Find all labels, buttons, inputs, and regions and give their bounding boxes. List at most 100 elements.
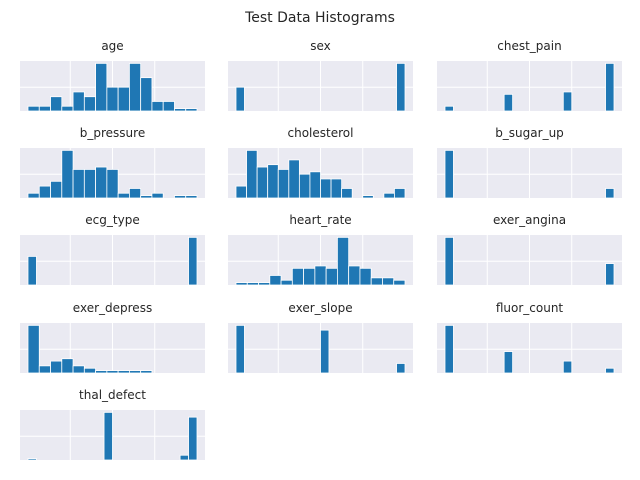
panel-title: exer_angina: [493, 213, 566, 227]
histogram-bar: [269, 275, 282, 286]
histogram-bar: [277, 169, 290, 199]
histogram-bar: [325, 267, 338, 286]
panel-title: cholesterol: [288, 126, 354, 140]
histogram-bar: [106, 169, 119, 199]
histogram-bar: [383, 192, 395, 199]
histogram-bar: [140, 370, 153, 374]
histogram-panel-cholesterol: cholesterol: [228, 126, 413, 199]
histogram-bar: [444, 149, 454, 199]
histogram-bar: [140, 77, 153, 112]
histogram-bar: [72, 169, 85, 199]
histogram-panel-ecg_type: ecg_type: [20, 213, 205, 286]
histogram-panel-heart_rate: heart_rate: [228, 213, 413, 286]
histogram-bar: [235, 86, 245, 112]
histogram-bar: [38, 185, 51, 199]
histogram-bar: [50, 360, 63, 374]
histogram-bar: [348, 265, 361, 286]
panel-title: exer_slope: [288, 301, 352, 315]
histogram-bar: [27, 192, 40, 199]
histogram-bar: [320, 178, 332, 199]
histogram-bar: [336, 236, 350, 286]
histogram-bar: [174, 195, 187, 199]
histogram-bar: [106, 370, 119, 374]
histogram-panel-exer_angina: exer_angina: [437, 213, 622, 286]
histogram-bar: [503, 351, 513, 374]
histogram-bar: [382, 277, 395, 286]
histogram-bar: [320, 329, 330, 374]
histogram-bar: [50, 96, 63, 112]
panel-title: exer_depress: [73, 301, 152, 315]
histogram-panel-thal_defect: thal_defect: [20, 388, 205, 461]
panel-title: b_sugar_up: [495, 126, 564, 140]
histogram-bar: [444, 324, 454, 374]
panel-title: chest_pain: [497, 39, 561, 53]
histogram-panel-b_pressure: b_pressure: [20, 126, 205, 199]
histogram-bar: [605, 62, 615, 112]
histogram-bar: [444, 105, 454, 112]
histogram-bar: [27, 458, 37, 461]
panel-title: heart_rate: [289, 213, 351, 227]
histogram-bar: [179, 454, 189, 461]
histogram-bar: [341, 188, 353, 199]
panel-title: thal_defect: [79, 388, 146, 402]
histogram-bar: [117, 370, 130, 374]
histogram-bar: [103, 411, 113, 461]
histogram-bar: [503, 93, 513, 112]
panel-title: b_pressure: [80, 126, 145, 140]
histogram-bar: [72, 91, 85, 112]
histogram-panel-b_sugar_up: b_sugar_up: [437, 126, 622, 199]
histogram-panel-sex: sex: [228, 39, 413, 112]
histogram-bar: [188, 236, 198, 286]
histogram-bar: [83, 169, 97, 199]
histogram-bar: [95, 370, 108, 374]
figure-title: Test Data Histograms: [244, 10, 395, 26]
histogram-bar: [370, 277, 383, 286]
histogram-bar: [188, 416, 198, 461]
histogram-bar: [162, 101, 175, 112]
histogram-bar: [106, 86, 119, 112]
histogram-bar: [140, 195, 153, 199]
histogram-bar: [128, 62, 142, 112]
histogram-bar: [605, 188, 615, 199]
histogram-panel-age: age: [20, 39, 205, 112]
histogram-panel-exer_slope: exer_slope: [228, 301, 413, 374]
histogram-bar: [258, 282, 271, 286]
histogram-bar: [38, 365, 51, 374]
histogram-bar: [151, 192, 164, 199]
histogram-bar: [117, 192, 130, 199]
histogram-bar: [95, 62, 108, 112]
histogram-panels: age sex chest_pain b_pressure cholesterol b_s…: [20, 39, 622, 461]
histogram-bar: [288, 159, 300, 199]
histogram-bar: [27, 324, 40, 374]
histogram-bar: [394, 188, 406, 199]
histogram-panel-fluor_count: fluor_count: [437, 301, 622, 374]
histogram-bar: [444, 236, 454, 286]
histogram-bar: [267, 164, 279, 199]
histogram-bar: [128, 370, 142, 374]
histogram-bar: [330, 178, 343, 199]
histogram-bar: [605, 263, 615, 286]
histogram-bar: [128, 188, 142, 199]
histogram-bar: [61, 358, 74, 374]
histogram-bar: [174, 108, 187, 112]
histogram-bar: [72, 365, 85, 374]
histogram-bar: [280, 279, 293, 286]
histogram-bar: [151, 101, 164, 112]
histogram-bar: [303, 267, 316, 286]
histogram-bar: [117, 86, 130, 112]
histogram-bar: [235, 282, 248, 286]
histogram-panel-chest_pain: chest_pain: [437, 39, 622, 112]
histogram-bar: [396, 363, 406, 374]
histogram-bar: [309, 171, 321, 199]
histogram-bar: [393, 279, 406, 286]
histogram-bar: [38, 105, 51, 112]
histogram-bar: [562, 360, 573, 374]
panel-title: ecg_type: [85, 213, 139, 227]
histogram-bar: [246, 149, 258, 199]
histogram-bar: [61, 149, 74, 199]
histogram-bar: [362, 195, 374, 199]
histogram-bar: [61, 105, 74, 112]
histogram-bar: [235, 185, 247, 199]
histogram-bar: [359, 267, 372, 286]
